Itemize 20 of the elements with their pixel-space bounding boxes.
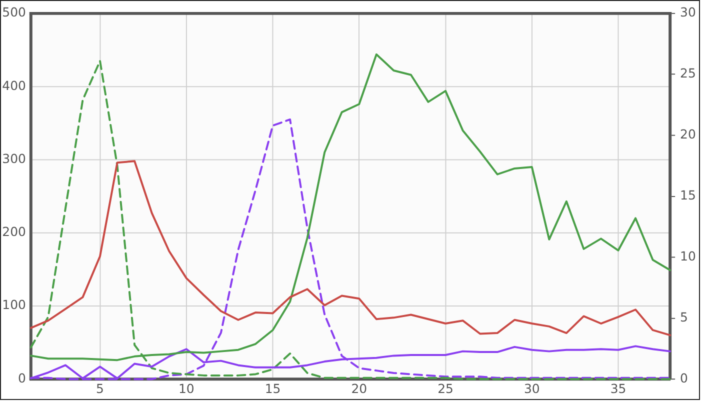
y-tick-label: 0 [18,370,26,386]
y-tick-label: 500 [2,4,26,20]
y2-tick-label: 30 [680,4,696,20]
y-tick-label: 100 [2,297,26,312]
y2-tick-label: 15 [680,188,696,202]
y-tick-label: 200 [2,224,26,240]
y2-tick-label: 0 [680,370,688,386]
x-tick-label: 10 [178,380,194,396]
x-tick-label: 5 [96,380,104,396]
y-tick-label: 300 [2,150,26,166]
x-tick-label: 25 [438,380,454,396]
x-tick-label: 15 [264,380,281,396]
y2-tick-label: 5 [680,309,688,324]
x-tick-label: 20 [351,380,368,396]
y2-tick-label: 20 [680,126,696,142]
y-tick-label: 400 [2,78,26,93]
x-tick-label: 30 [524,380,540,396]
x-tick-label: 35 [610,380,626,396]
y2-tick-label: 10 [680,248,696,264]
y2-tick-label: 25 [680,66,696,81]
